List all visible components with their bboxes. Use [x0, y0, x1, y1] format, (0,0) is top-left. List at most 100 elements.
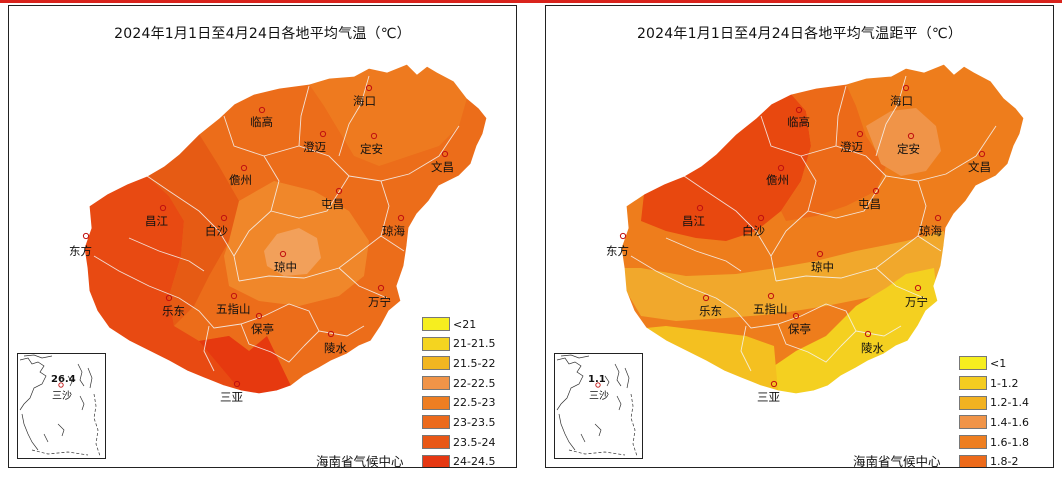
legend-swatch: [959, 415, 987, 430]
south-china-sea-map: 26.4 三沙: [19, 354, 101, 457]
sansha-marker: [58, 382, 64, 388]
city-marker: [220, 214, 228, 222]
city-marker: [872, 187, 880, 195]
city-label: 万宁: [905, 295, 928, 309]
legend-item: 1.4-1.6: [959, 413, 1029, 431]
legend-item: 24-24.5: [422, 453, 495, 467]
coastline: [83, 63, 488, 395]
legend-item: 1.6-1.8: [959, 433, 1029, 451]
legend-item: 22.5-23: [422, 394, 495, 412]
legend-item: 21-21.5: [422, 335, 495, 353]
city-marker: [397, 214, 405, 222]
sansha-inset: 26.4 三沙: [17, 353, 106, 459]
legend-item: 23.5-24: [422, 433, 495, 451]
city-marker: [233, 380, 241, 388]
city-label: 白沙: [742, 224, 765, 238]
city-marker: [914, 284, 922, 292]
city-marker: [777, 164, 785, 172]
city-label: 保亭: [251, 322, 274, 336]
city-label: 琼海: [919, 224, 942, 238]
legend-label: 22.5-23: [453, 396, 496, 410]
city-label: 澄迈: [840, 140, 863, 154]
sansha-value: 1.1: [588, 374, 606, 385]
coastline: [620, 63, 1025, 395]
legend-item: 22-22.5: [422, 374, 495, 392]
city-marker: [934, 214, 942, 222]
county-boundaries: [630, 75, 997, 372]
legend-label: <1: [990, 356, 1007, 370]
legend-swatch: [959, 356, 987, 371]
city-label: 昌江: [145, 214, 168, 228]
legend-item: 1.8-2: [959, 453, 1029, 467]
legend: <11-1.21.2-1.41.4-1.61.6-1.81.8-2>2: [959, 354, 1029, 467]
city-marker: [258, 106, 266, 114]
city-label: 临高: [250, 115, 273, 129]
city-marker: [165, 294, 173, 302]
source-credit: 海南省气候中心: [853, 454, 941, 468]
city-marker: [864, 330, 872, 338]
city-label: 乐东: [699, 304, 722, 318]
city-marker: [377, 284, 385, 292]
city-label: 海口: [353, 94, 376, 108]
legend-swatch: [959, 435, 987, 450]
legend-label: 21.5-22: [453, 356, 496, 370]
city-marker: [240, 164, 248, 172]
legend-label: 1.4-1.6: [990, 415, 1029, 429]
legend-item: 1-1.2: [959, 374, 1029, 392]
city-label: 屯昌: [321, 197, 344, 211]
city-label: 定安: [897, 142, 920, 156]
zone-inner-west: [147, 134, 239, 326]
city-label: 文昌: [968, 160, 991, 174]
source-credit: 海南省气候中心: [316, 454, 404, 468]
temperature-map-panel: 2024年1月1日至4月24日各地平均气温（℃） 临高 海口澄迈 定安文昌儋州屯昌昌…: [8, 5, 517, 468]
sansha-label: 三沙: [52, 390, 72, 402]
city-marker: [319, 130, 327, 138]
zone-southwest: [646, 326, 778, 391]
city-marker: [767, 292, 775, 300]
sansha-value: 26.4: [51, 374, 76, 385]
legend-label: 22-22.5: [453, 376, 496, 390]
city-label: 海口: [890, 94, 913, 108]
city-label: 屯昌: [858, 197, 881, 211]
city-label: 万宁: [368, 295, 391, 309]
city-label: 临高: [787, 115, 810, 129]
city-marker: [856, 130, 864, 138]
city-label: 儋州: [229, 173, 252, 187]
top-rule: [0, 0, 1062, 3]
zone-central-band: [621, 231, 944, 321]
city-marker: [255, 312, 263, 320]
city-marker: [279, 250, 287, 258]
city-label: 昌江: [682, 214, 705, 228]
legend: <21 21-21.5 21.5-22 22-22.5 22.5-23 23-23.5 23…: [422, 315, 496, 467]
zone-dingan-light: [866, 108, 941, 176]
city-label: 儋州: [766, 173, 789, 187]
city-marker: [82, 232, 90, 240]
map-title: 2024年1月1日至4月24日各地平均气温（℃）: [114, 26, 411, 42]
city-label: 陵水: [324, 341, 347, 355]
city-label: 琼中: [811, 260, 834, 274]
sansha-label: 三沙: [589, 390, 609, 402]
zone-northeast: [309, 64, 467, 166]
anomaly-map-panel: 2024年1月1日至4月24日各地平均气温距平（℃） 临高 海口澄迈 定安文昌儋州屯…: [545, 5, 1054, 468]
city-label: 文昌: [431, 160, 454, 174]
legend-item: <1: [959, 354, 1029, 372]
city-label: 定安: [360, 142, 383, 156]
zone-north-central: [781, 84, 886, 221]
city-label: 东方: [69, 244, 92, 258]
city-marker: [792, 312, 800, 320]
zone-northwest-core: [641, 94, 811, 241]
city-marker: [335, 187, 343, 195]
legend-label: <21: [453, 317, 477, 331]
legend-label: 1.2-1.4: [990, 396, 1029, 410]
city-label: 澄迈: [303, 140, 326, 154]
legend-swatch: [959, 376, 987, 391]
city-label: 五指山: [753, 302, 788, 316]
city-marker: [365, 84, 373, 92]
legend-swatch: [422, 415, 450, 430]
city-marker: [795, 106, 803, 114]
map-title: 2024年1月1日至4月24日各地平均气温距平（℃）: [636, 26, 963, 42]
city-marker: [327, 330, 335, 338]
city-label: 五指山: [216, 302, 251, 316]
